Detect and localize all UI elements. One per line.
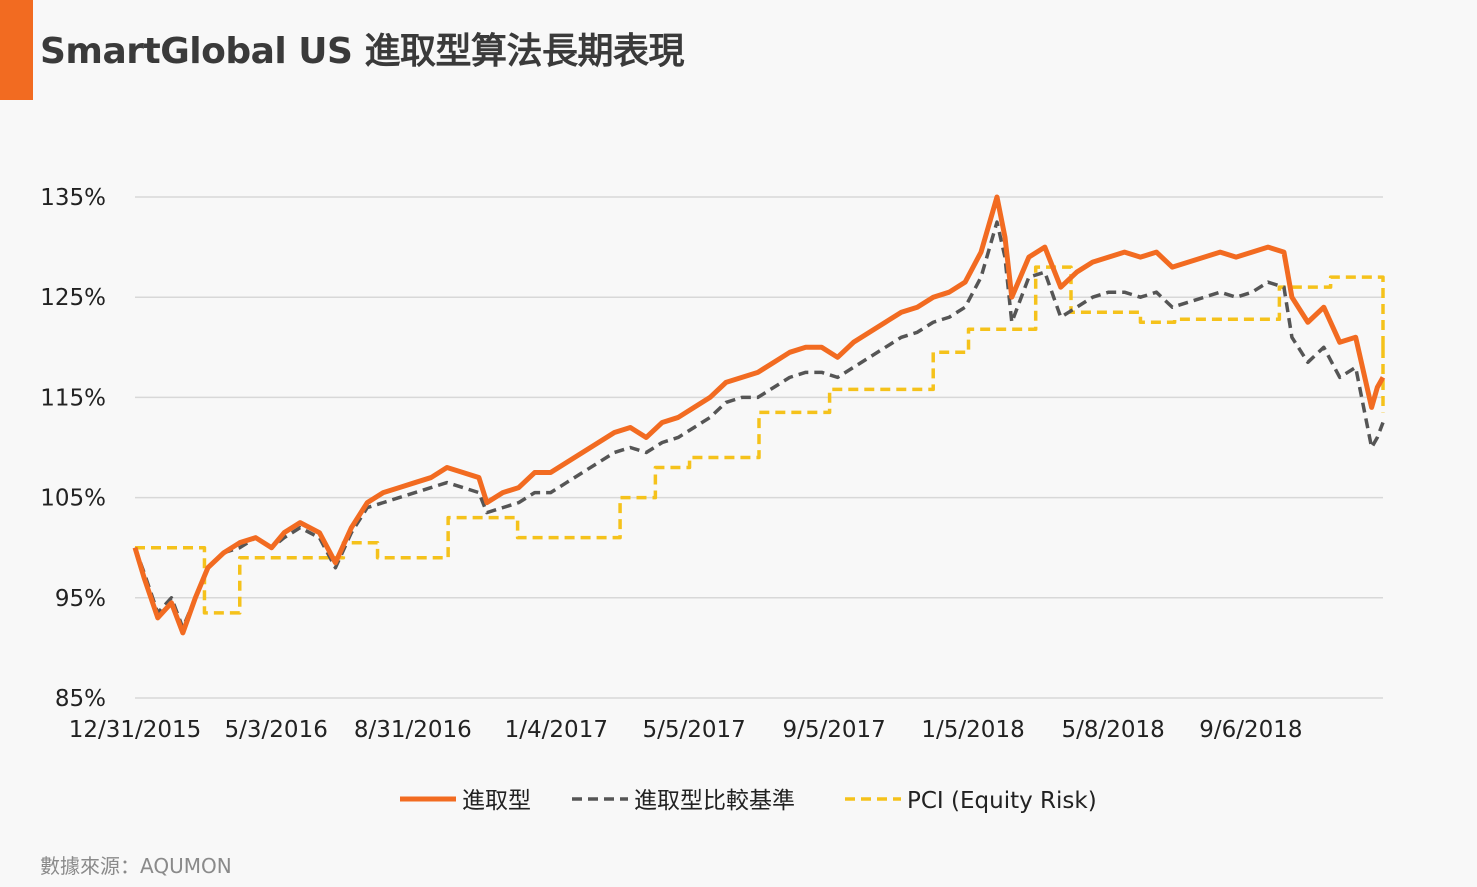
x-tick-label: 5/3/2016	[225, 717, 328, 743]
legend: 進取型 進取型比較基準 PCI (Equity Risk)	[400, 788, 1097, 814]
grid-lines	[135, 196, 1383, 699]
legend-label: PCI (Equity Risk)	[907, 788, 1097, 814]
x-tick-label: 12/31/2015	[69, 717, 202, 743]
legend-label: 進取型	[462, 788, 531, 814]
legend-label: 進取型比較基準	[634, 788, 795, 814]
series-line-2	[135, 265, 1385, 615]
title-accent-bar	[0, 0, 33, 100]
x-tick-label: 5/5/2017	[642, 717, 745, 743]
x-tick-label: 1/5/2018	[921, 717, 1024, 743]
y-tick-label: 105%	[40, 486, 106, 512]
x-tick-label: 9/6/2018	[1199, 717, 1302, 743]
chart-title: SmartGlobal US 進取型算法長期表現	[40, 31, 684, 72]
y-tick-label: 125%	[40, 285, 106, 311]
y-tick-label: 135%	[40, 185, 106, 211]
y-tick-label: 85%	[55, 686, 106, 712]
data-source-note: 數據來源：AQUMON	[40, 854, 232, 878]
x-tick-label: 5/8/2018	[1061, 717, 1164, 743]
x-tick-label: 1/4/2017	[505, 717, 608, 743]
series-lines	[132, 194, 1386, 636]
y-tick-label: 115%	[40, 385, 106, 411]
series-line-0	[132, 194, 1386, 636]
y-axis-ticks: 85% 95% 105% 115% 125% 135%	[40, 185, 106, 712]
x-tick-label: 8/31/2016	[354, 717, 472, 743]
x-axis-ticks: 12/31/2015 5/3/2016 8/31/2016 1/4/2017 5/5/2…	[69, 717, 1303, 743]
x-tick-label: 9/5/2017	[782, 717, 885, 743]
y-tick-label: 95%	[55, 586, 106, 612]
